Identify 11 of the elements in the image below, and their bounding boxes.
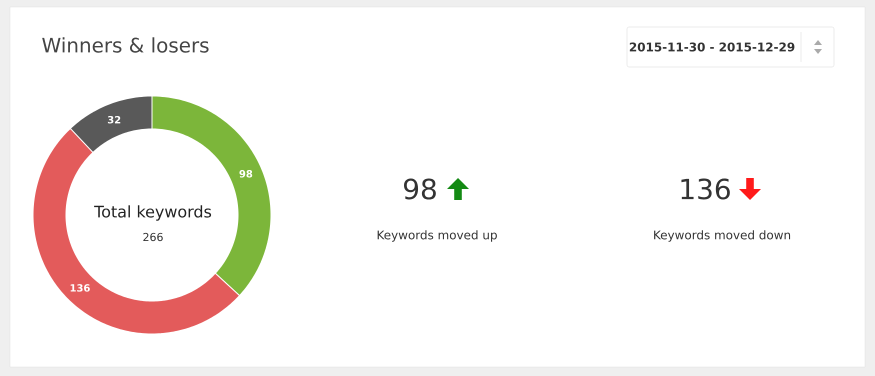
text: 266 (143, 232, 163, 242)
text: Keywords moved up (378, 230, 497, 242)
data-label: 136 (70, 284, 90, 292)
text: Keywords moved down (654, 230, 790, 242)
data-label: 32 (108, 116, 120, 124)
text: 136 (681, 178, 730, 200)
text: 2015-11-30 - 2015-12-29 (630, 42, 794, 52)
data-label: 98 (239, 170, 252, 178)
text: Total keywords (94, 205, 212, 221)
text: 98 (404, 178, 436, 200)
chart-title: Winners & losers (42, 37, 209, 53)
